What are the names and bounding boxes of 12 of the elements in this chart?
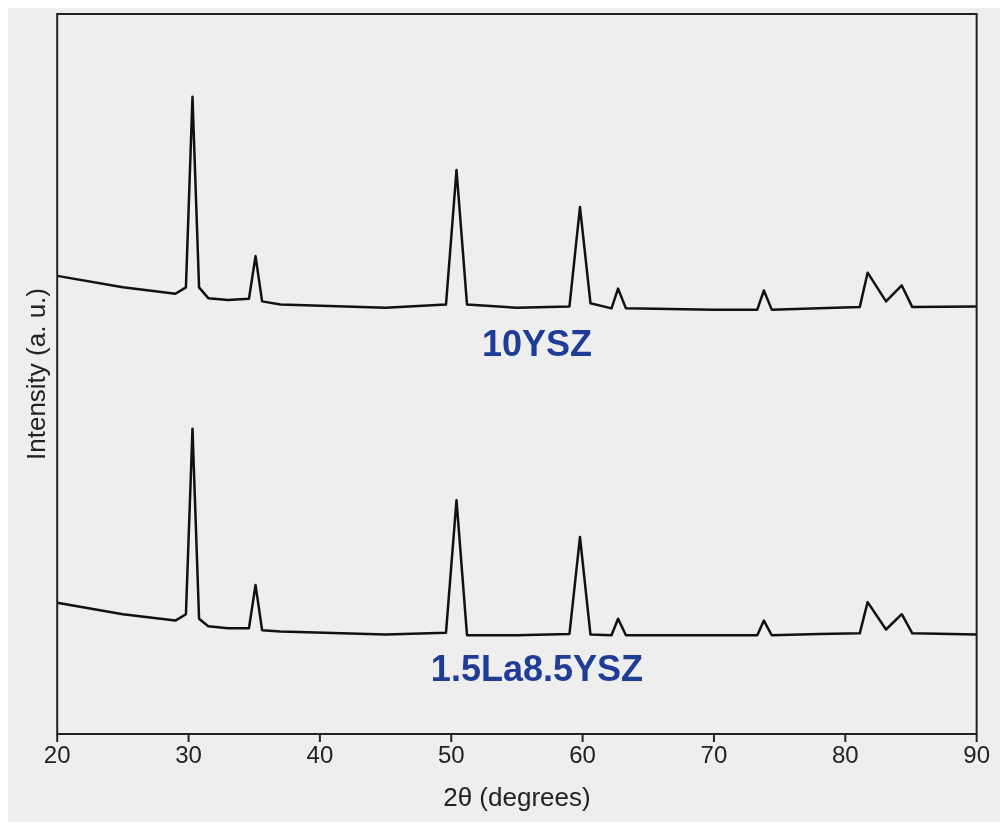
x-tick-label: 20: [43, 741, 71, 769]
x-tick-label: 70: [700, 741, 728, 769]
x-tick-label: 50: [437, 741, 465, 769]
x-tick-label: 30: [175, 741, 202, 769]
x-axis-title: 2θ (degrees): [443, 781, 591, 812]
x-tick-label: 60: [569, 741, 596, 769]
series-label: 10YSZ: [481, 322, 592, 364]
x-tick-label: 80: [831, 741, 859, 769]
series-label: 1.5La8.5YSZ: [430, 648, 643, 690]
x-tick-label: 90: [963, 741, 990, 769]
x-tick-label: 40: [306, 741, 334, 769]
y-axis-title: Intensity (a. u.): [20, 288, 51, 460]
